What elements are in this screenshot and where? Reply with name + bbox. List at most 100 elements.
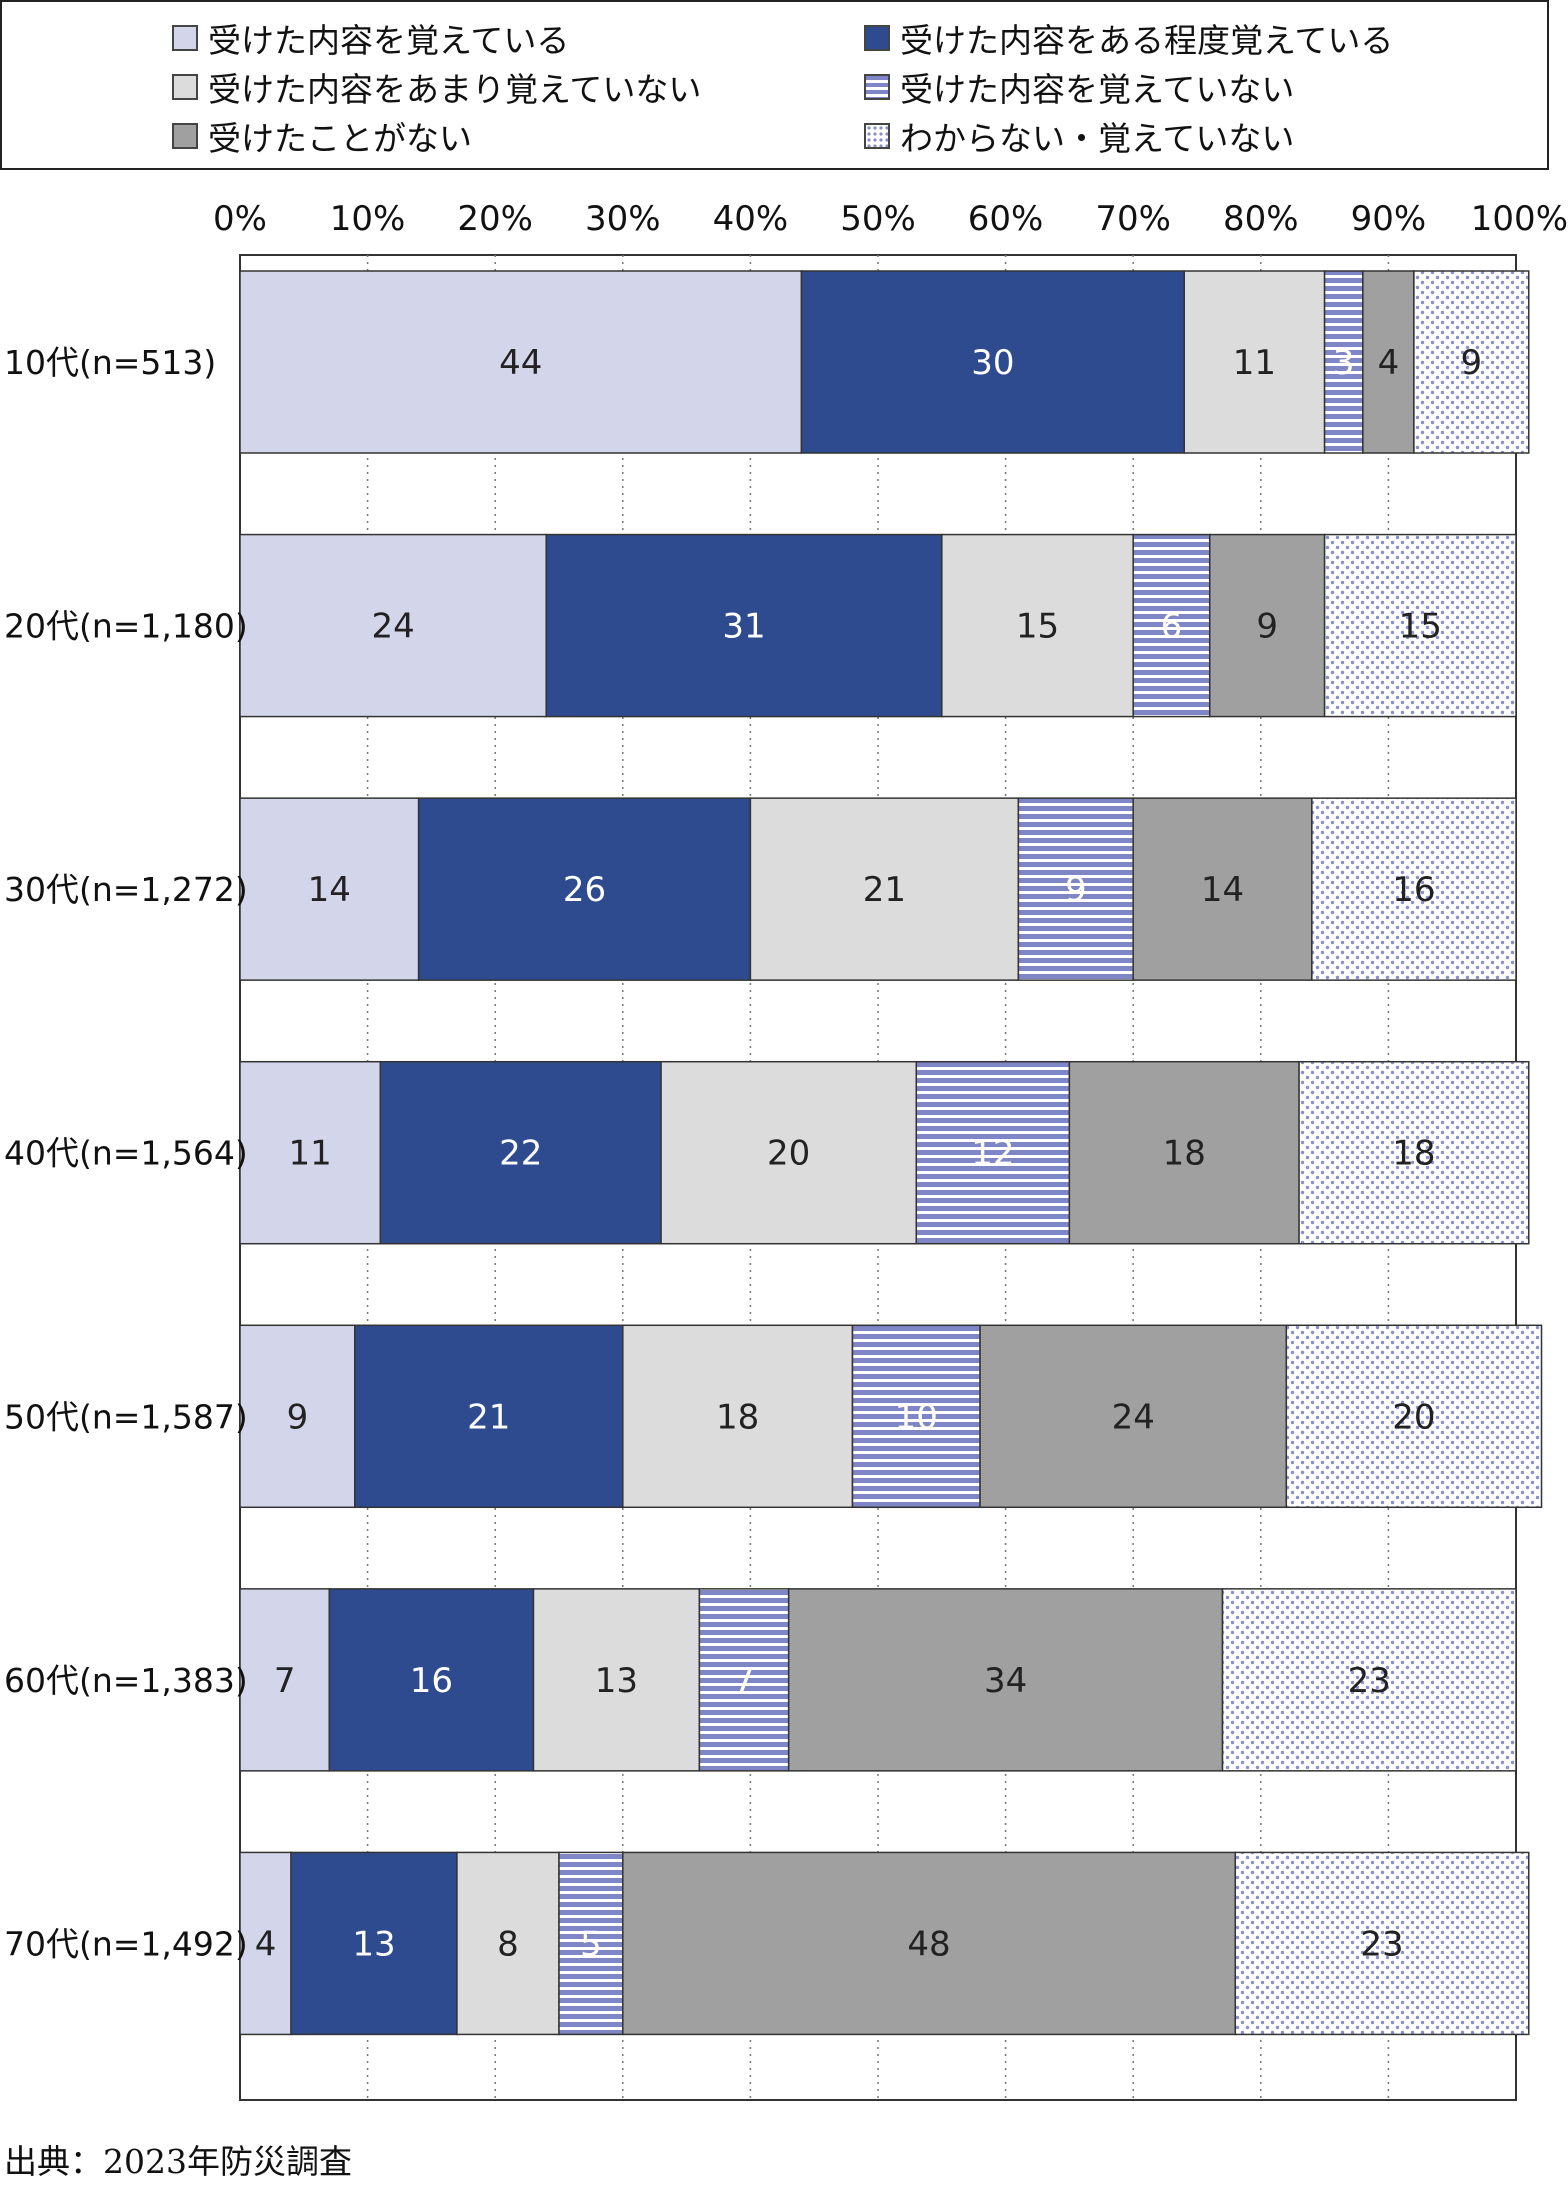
legend-item: 受けた内容をある程度覚えている [864, 18, 1393, 60]
category-label: 30代(n=1,272) [4, 870, 248, 909]
x-axis-ticks: 0% 10% 20% 30% 40% 50% 60% 70% 80% 90% 100% [213, 199, 1568, 239]
data-label: 24 [1112, 1397, 1155, 1437]
x-tick-label: 90% [1351, 199, 1427, 239]
bar-segment [558, 1851, 624, 2036]
data-label: 16 [1392, 870, 1435, 910]
x-tick-label: 50% [840, 199, 916, 239]
data-label: 21 [863, 870, 906, 910]
data-label: 23 [1360, 1924, 1403, 1964]
bar-segment [290, 1851, 458, 2036]
bar-segment [1311, 797, 1517, 981]
data-label: 12 [971, 1134, 1014, 1174]
bar-segment [239, 797, 420, 981]
data-label: 4 [1378, 343, 1400, 383]
bar-segment [239, 270, 803, 454]
data-label: 18 [1392, 1134, 1435, 1174]
data-label: 15 [1016, 607, 1059, 647]
data-label: 22 [499, 1134, 542, 1174]
legend-item: 受けた内容をあまり覚えていない [172, 67, 701, 109]
bar-segment [545, 533, 943, 718]
bar-segment [941, 533, 1134, 718]
data-label: 14 [1201, 870, 1244, 910]
bar-segment [1221, 1588, 1517, 1772]
legend-label: 受けたことがない [208, 119, 472, 158]
bar-segment [417, 797, 752, 981]
category-label: 20代(n=1,180) [4, 607, 248, 646]
bar-segment [1132, 797, 1313, 981]
bar-segment [354, 1324, 624, 1509]
bar-segment [698, 1588, 790, 1772]
data-label: 20 [1392, 1397, 1435, 1437]
data-label: 7 [733, 1661, 755, 1701]
legend-swatch [864, 74, 890, 100]
x-tick-label: 20% [457, 199, 533, 239]
legend-label: 受けた内容をあまり覚えていない [208, 70, 702, 109]
bar-segment [915, 1060, 1071, 1245]
x-tick-label: 80% [1223, 199, 1299, 239]
stacked-bar-chart: 0% 10% 20% 30% 40% 50% 60% 70% 80% 90% 100% 44 30 11… [4, 199, 1568, 2101]
data-label: 26 [563, 870, 606, 910]
legend-item: わからない・覚えていない [864, 116, 1294, 158]
data-label: 4 [255, 1924, 277, 1964]
bar-segment [622, 1324, 854, 1509]
legend-label: 受けた内容をある程度覚えている [900, 21, 1394, 60]
bar-segment [800, 270, 1185, 454]
bar-segment [1285, 1324, 1543, 1509]
chart-legend: 受けた内容を覚えている 受けた内容をある程度覚えている受けた内容をあまり覚えていな… [0, 0, 1549, 170]
data-label: 30 [971, 343, 1014, 383]
bar-segment [1362, 270, 1415, 454]
data-label: 23 [1348, 1661, 1391, 1701]
x-tick-label: 100% [1471, 199, 1568, 239]
data-label: 3 [1333, 343, 1355, 383]
data-label: 6 [1161, 607, 1183, 647]
data-label: 48 [907, 1924, 950, 1964]
category-label: 70代(n=1,492) [4, 1924, 248, 1963]
data-label: 31 [722, 607, 765, 647]
category-label: 60代(n=1,383) [4, 1661, 248, 1700]
category-label: 40代(n=1,564) [4, 1134, 248, 1173]
legend-swatch [864, 123, 890, 149]
data-label: 9 [1256, 607, 1278, 647]
bar-segment [456, 1851, 560, 2036]
legend-swatch [864, 25, 890, 51]
legend-swatch [172, 74, 198, 100]
bar-segment [1298, 1060, 1530, 1245]
category-label: 10代(n=513) [4, 343, 216, 382]
data-label: 11 [1233, 343, 1276, 383]
bar-segment [239, 533, 547, 718]
bar-segment [660, 1060, 918, 1245]
bar-segment [787, 1588, 1224, 1772]
bar-segment [1234, 1851, 1530, 2036]
legend-label: わからない・覚えていない [900, 119, 1295, 158]
bar-segment [1323, 270, 1364, 454]
data-label: 8 [497, 1924, 519, 1964]
legend-item: 受けた内容を覚えていない [864, 67, 1294, 109]
x-tick-label: 30% [585, 199, 661, 239]
data-label: 9 [1461, 343, 1483, 383]
data-label: 5 [580, 1924, 602, 1964]
x-tick-label: 70% [1095, 199, 1171, 239]
x-tick-label: 40% [713, 199, 789, 239]
source-note: 出典：2023年防災調査 [4, 2142, 352, 2181]
data-label: 11 [289, 1134, 332, 1174]
data-label: 44 [499, 343, 542, 383]
x-tick-label: 60% [968, 199, 1044, 239]
bar-segment [239, 1851, 292, 2036]
data-label: 10 [895, 1397, 938, 1437]
category-label: 50代(n=1,587) [4, 1397, 248, 1436]
legend-item: 受けた内容を覚えている [172, 18, 569, 60]
category-labels: 10代(n=513) 20代(n=1,180) 30代(n=1,272) 40代(n=… [4, 343, 248, 1963]
data-label: 13 [595, 1661, 638, 1701]
legend-item: 受けたことがない [172, 116, 472, 158]
data-label: 9 [287, 1397, 309, 1437]
data-label: 24 [371, 607, 414, 647]
bar-segment [1209, 533, 1326, 718]
data-label: 13 [352, 1924, 395, 1964]
bar-segment [622, 1851, 1237, 2036]
data-label: 20 [767, 1134, 810, 1174]
x-tick-label: 10% [330, 199, 406, 239]
bar-segment [379, 1060, 662, 1245]
legend-label: 受けた内容を覚えている [208, 21, 570, 60]
legend-swatch [172, 25, 198, 51]
